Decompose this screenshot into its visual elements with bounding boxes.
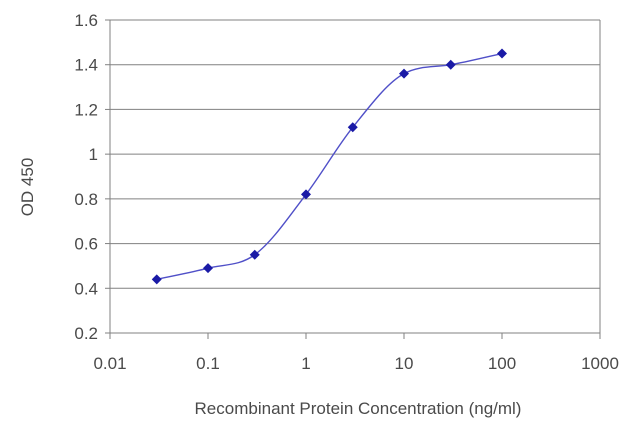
data-point-4: [347, 122, 358, 133]
data-point-5: [399, 68, 409, 79]
x-tick-label-1: 0.1: [196, 354, 220, 373]
x-tick-label-5: 1000: [581, 354, 619, 373]
grid-layer: [110, 19, 600, 334]
y-tick-label-7: 1.6: [74, 11, 98, 30]
y-tick-label-0: 0.2: [74, 324, 98, 343]
x-tick-label-3: 10: [395, 354, 414, 373]
data-point-6: [445, 59, 456, 70]
y-tick-label-1: 0.4: [74, 279, 98, 298]
data-point-2: [249, 249, 260, 260]
x-tick-label-4: 100: [488, 354, 516, 373]
data-point-0: [151, 274, 162, 285]
y-axis-title: OD 450: [18, 158, 37, 217]
y-tick-label-2: 0.6: [74, 235, 98, 254]
x-tick-label-2: 1: [301, 354, 310, 373]
x-axis-title: Recombinant Protein Concentration (ng/ml…: [195, 399, 522, 418]
label-layer: 0.2 0.4 0.6 0.8 1 1.2 1.4 1.6 0.01 0.1 1 10 100 1000: [74, 11, 619, 373]
curve-layer: [156, 52, 503, 281]
x-tick-label-0: 0.01: [93, 354, 126, 373]
y-tick-label-5: 1.2: [74, 100, 98, 119]
axis-layer: [105, 19, 601, 339]
data-point-7: [497, 48, 507, 59]
y-tick-label-6: 1.4: [74, 56, 98, 75]
data-point-1: [203, 263, 213, 274]
data-point-3: [301, 189, 311, 200]
y-tick-label-3: 0.8: [74, 190, 98, 209]
fit-curve-0: [156, 52, 503, 281]
y-tick-label-4: 1: [89, 145, 98, 164]
point-layer: [151, 48, 507, 285]
